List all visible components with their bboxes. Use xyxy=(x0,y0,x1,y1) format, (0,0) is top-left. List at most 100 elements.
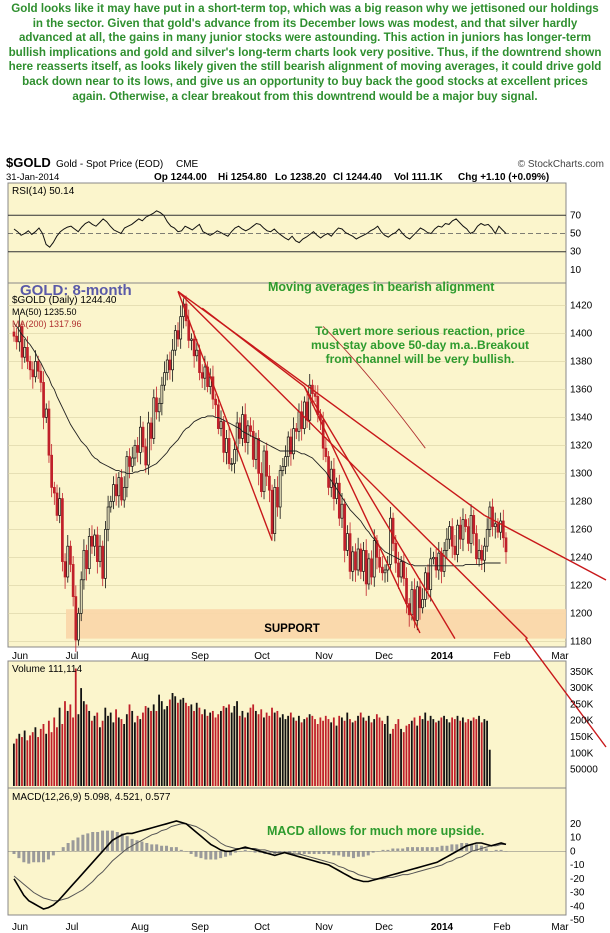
macd-histogram-28 xyxy=(150,844,154,852)
candle-body-49 xyxy=(144,446,148,466)
candle-body-140 xyxy=(389,517,392,565)
rsi-panel xyxy=(7,182,567,284)
candle-body-88 xyxy=(249,425,252,432)
volume-bar-173 xyxy=(478,715,480,786)
macd-histogram-8 xyxy=(51,851,55,856)
volume-bar-106 xyxy=(297,715,300,786)
candle-body-3 xyxy=(20,326,24,358)
candle-body-152 xyxy=(421,599,425,609)
volume-bar-46 xyxy=(136,715,139,786)
macd-histogram-67 xyxy=(342,851,346,857)
candle-body-81 xyxy=(230,463,234,465)
volume-bar-74 xyxy=(211,710,214,786)
channel-outer-lower-extension xyxy=(524,638,607,748)
macd-histogram-91 xyxy=(460,843,464,852)
volume-tick-4: 150K xyxy=(570,732,594,743)
candle-body-52 xyxy=(152,397,156,439)
volume-bar-54 xyxy=(158,694,160,786)
candle-body-17 xyxy=(58,498,62,516)
macd-histogram-56 xyxy=(288,851,292,853)
candle-body-36 xyxy=(109,501,113,508)
candle-body-157 xyxy=(434,557,438,571)
candle-body-131 xyxy=(364,550,368,585)
candle-body-148 xyxy=(410,589,414,616)
price-tick-3: 1360 xyxy=(570,384,593,395)
macd-tick-2: 0 xyxy=(570,846,576,857)
candle-body-172 xyxy=(475,533,478,560)
macd-histogram-27 xyxy=(145,843,149,852)
macd-histogram-58 xyxy=(297,851,301,854)
candle-body-48 xyxy=(141,426,145,448)
candle-body-18 xyxy=(61,498,64,562)
macd-histogram-17 xyxy=(96,832,100,852)
macd-histogram-75 xyxy=(381,849,385,852)
volume-bar-172 xyxy=(475,719,478,786)
candle-body-91 xyxy=(257,438,261,474)
volume-bar-13 xyxy=(47,720,50,786)
support-label: SUPPORT xyxy=(264,623,320,635)
candle-body-167 xyxy=(461,519,465,540)
candle-body-71 xyxy=(203,366,207,379)
volume-bar-91 xyxy=(257,714,260,786)
volume-bar-111 xyxy=(311,715,314,786)
candle-body-154 xyxy=(426,572,430,590)
candle-body-178 xyxy=(491,506,494,527)
candle-body-102 xyxy=(286,436,290,457)
price-x-label-7: 2014 xyxy=(431,651,454,662)
candle-body-30 xyxy=(93,534,97,547)
volume-bar-105 xyxy=(295,720,298,786)
candle-body-28 xyxy=(87,536,91,569)
volume-bar-116 xyxy=(324,715,327,786)
volume-bar-51 xyxy=(150,710,152,786)
candle-body-101 xyxy=(284,456,287,467)
candle-body-112 xyxy=(313,393,317,397)
candle-body-9 xyxy=(36,361,40,372)
candle-body-89 xyxy=(251,431,255,460)
candle-body-45 xyxy=(133,445,137,459)
candle-body-57 xyxy=(165,359,169,373)
volume-bar-16 xyxy=(56,727,58,786)
volume-bar-30 xyxy=(93,715,96,786)
volume-bar-50 xyxy=(147,707,150,786)
volume-bar-77 xyxy=(220,710,222,786)
ohlc-change: Chg +1.10 (+0.09%) xyxy=(458,172,549,183)
volume-bar-147 xyxy=(408,724,411,786)
candle-body-1 xyxy=(15,335,19,343)
price-tick-8: 1260 xyxy=(570,524,593,535)
macd-histogram-2 xyxy=(22,851,26,863)
volume-bar-140 xyxy=(389,733,392,786)
candle-body-98 xyxy=(276,487,279,508)
volume-bar-22 xyxy=(72,717,74,786)
candle-body-127 xyxy=(354,551,357,571)
ma-annotation: Moving averages in bearish alignment xyxy=(268,280,495,294)
macd-histogram-70 xyxy=(356,851,360,857)
price-x-label-6: Dec xyxy=(375,651,393,662)
volume-bar-53 xyxy=(155,710,158,786)
candle-body-126 xyxy=(351,551,355,572)
macd-histogram-1 xyxy=(17,851,21,859)
macd-histogram-90 xyxy=(455,844,459,852)
macd-tick-4: -20 xyxy=(570,874,585,885)
candle-body-76 xyxy=(216,404,220,429)
ohlc-close: Cl 1244.40 xyxy=(333,172,382,183)
volume-bar-75 xyxy=(214,717,217,786)
volume-bar-109 xyxy=(306,717,308,786)
macd-histogram-31 xyxy=(165,845,169,852)
volume-bar-21 xyxy=(69,704,72,786)
candle-body-41 xyxy=(122,487,126,501)
price-x-label-2: Aug xyxy=(131,651,149,662)
macd-histogram-43 xyxy=(224,851,228,857)
macd-histogram-74 xyxy=(376,851,380,852)
candle-body-80 xyxy=(227,438,231,464)
volume-bar-126 xyxy=(351,722,354,786)
candle-body-5 xyxy=(26,347,29,362)
candle-body-94 xyxy=(265,450,269,477)
candle-body-113 xyxy=(316,396,320,415)
macd-label: MACD(12,26,9) 5.098, 4.521, 0.577 xyxy=(12,792,171,803)
price-x-label-8: Feb xyxy=(493,651,511,662)
volume-bar-159 xyxy=(440,717,443,786)
macd-histogram-87 xyxy=(440,845,444,852)
candle-body-29 xyxy=(90,536,94,547)
candle-body-160 xyxy=(442,550,446,572)
volume-bar-117 xyxy=(327,719,330,786)
